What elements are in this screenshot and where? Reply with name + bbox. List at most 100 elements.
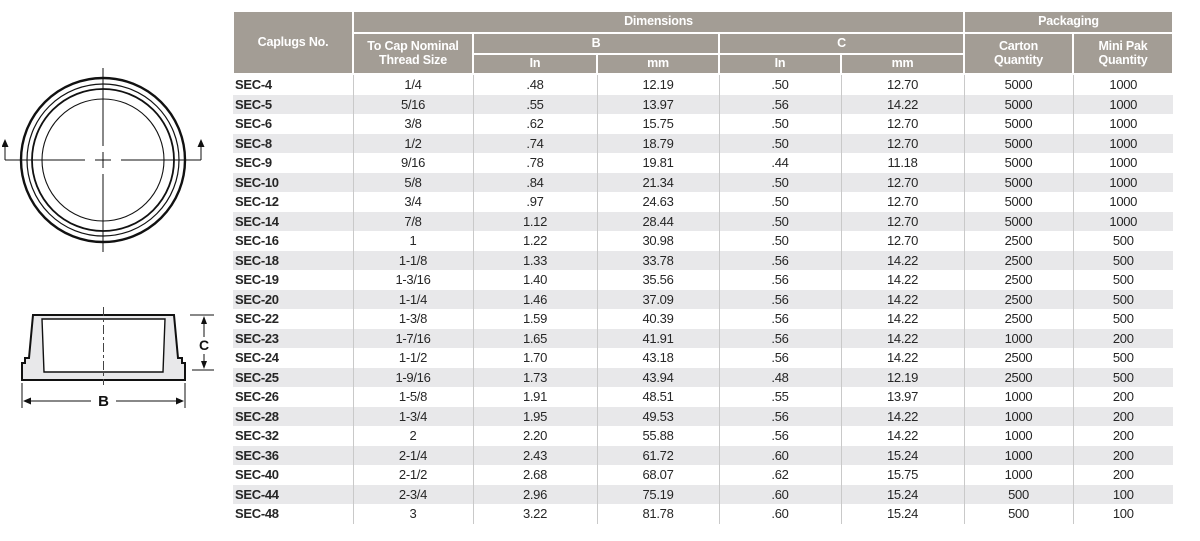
- value-cell: 21.34: [596, 172, 719, 192]
- caplugs-no-cell: SEC-23: [235, 330, 279, 346]
- value-cell: 200: [1072, 328, 1174, 348]
- value-cell: .55: [718, 387, 841, 407]
- value-cell: 13.97: [840, 387, 964, 407]
- value-cell: 15.75: [840, 465, 964, 485]
- table-row: SEC-18 1-1/8 1.33 33.78.56 14.22 2500 500: [233, 250, 1174, 270]
- dimension-b: [21, 383, 186, 408]
- value-cell: 1.40: [472, 270, 597, 290]
- caplugs-no-cell: SEC-14: [235, 213, 279, 229]
- value-cell: 100: [1072, 484, 1174, 504]
- table-body: SEC-4 1/4.48 12.19.50 12.70 5000 1000 SEC-5 5/1…: [233, 74, 1174, 524]
- table-row: SEC-36 2-1/4 2.43 61.72.60 15.24 1000 200: [233, 445, 1174, 465]
- table-row: SEC-26 1-5/8 1.91 48.51.55 13.97 1000 200: [233, 387, 1174, 407]
- value-cell: .84: [472, 172, 597, 192]
- value-cell: 3: [352, 504, 473, 524]
- value-cell: 61.72: [596, 445, 719, 465]
- value-cell: .50: [718, 211, 841, 231]
- value-cell: 15.24: [840, 484, 964, 504]
- table-row: SEC-25 1-9/16 1.73 43.94.48 12.19 2500 500: [233, 367, 1174, 387]
- value-cell: 1.46: [472, 289, 597, 309]
- value-cell: 1.33: [472, 250, 597, 270]
- table-row: SEC-22 1-3/8 1.59 40.39.56 14.22 2500 500: [233, 309, 1174, 329]
- value-cell: 500: [963, 484, 1073, 504]
- value-cell: .56: [718, 289, 841, 309]
- value-cell: .50: [718, 192, 841, 212]
- value-cell: 12.70: [840, 74, 964, 95]
- value-cell: .74: [472, 133, 597, 153]
- caplugs-no-cell: SEC-10: [235, 174, 279, 190]
- value-cell: 2500: [963, 348, 1073, 368]
- value-cell: 14.22: [840, 270, 964, 290]
- dim-c-label: C: [199, 337, 209, 353]
- value-cell: 5000: [963, 172, 1073, 192]
- value-cell: 200: [1072, 387, 1174, 407]
- value-cell: .97: [472, 192, 597, 212]
- value-cell: .60: [718, 445, 841, 465]
- value-cell: .56: [718, 270, 841, 290]
- value-cell: .78: [472, 153, 597, 173]
- value-cell: 2500: [963, 309, 1073, 329]
- value-cell: 1-3/8: [352, 309, 473, 329]
- value-cell: 1000: [963, 426, 1073, 446]
- value-cell: 9/16: [352, 153, 473, 173]
- table-row: SEC-24 1-1/2 1.70 43.18.56 14.22 2500 500: [233, 348, 1174, 368]
- table-row: SEC-14 7/8 1.12 28.44.50 12.70 5000 1000: [233, 211, 1174, 231]
- value-cell: .50: [718, 231, 841, 251]
- value-cell: .50: [718, 114, 841, 134]
- value-cell: 11.18: [840, 153, 964, 173]
- value-cell: 1.91: [472, 387, 597, 407]
- value-cell: 5000: [963, 192, 1073, 212]
- value-cell: 3/8: [352, 114, 473, 134]
- value-cell: 500: [1072, 367, 1174, 387]
- header-thread-size-line1: To Cap Nominal: [367, 39, 459, 53]
- value-cell: .44: [718, 153, 841, 173]
- value-cell: 2500: [963, 250, 1073, 270]
- value-cell: 1000: [1072, 172, 1174, 192]
- value-cell: 1000: [963, 445, 1073, 465]
- value-cell: 49.53: [596, 406, 719, 426]
- value-cell: 500: [963, 504, 1073, 524]
- value-cell: 5/8: [352, 172, 473, 192]
- value-cell: 1000: [963, 387, 1073, 407]
- header-dimensions: Dimensions: [352, 10, 965, 34]
- caplugs-no-cell: SEC-40: [235, 467, 279, 482]
- table-row: SEC-20 1-1/4 1.46 37.09.56 14.22 2500 500: [233, 289, 1174, 309]
- value-cell: 1.70: [472, 348, 597, 368]
- value-cell: 5000: [963, 114, 1073, 134]
- value-cell: 12.19: [840, 367, 964, 387]
- value-cell: 3/4: [352, 192, 473, 212]
- value-cell: 3.22: [472, 504, 597, 524]
- value-cell: 200: [1072, 426, 1174, 446]
- caplugs-no-cell: SEC-28: [235, 408, 279, 424]
- table-row: SEC-5 5/16.55 13.97.56 14.22 5000 1000: [233, 94, 1174, 114]
- value-cell: 1-1/4: [352, 289, 473, 309]
- value-cell: 12.70: [840, 231, 964, 251]
- caplugs-no-cell: SEC-16: [235, 233, 279, 248]
- section-arrow-right: [197, 139, 205, 147]
- value-cell: 15.75: [596, 114, 719, 134]
- value-cell: 1-1/8: [352, 250, 473, 270]
- value-cell: 200: [1072, 465, 1174, 485]
- value-cell: 37.09: [596, 289, 719, 309]
- value-cell: 24.63: [596, 192, 719, 212]
- value-cell: 500: [1072, 309, 1174, 329]
- value-cell: .56: [718, 250, 841, 270]
- value-cell: 14.22: [840, 94, 964, 114]
- value-cell: 500: [1072, 250, 1174, 270]
- value-cell: 18.79: [596, 133, 719, 153]
- header-c-mm: mm: [840, 53, 965, 75]
- dim-c-arrow-down: [201, 361, 207, 369]
- header-carton-line2: Quantity: [993, 52, 1044, 67]
- value-cell: 200: [1072, 445, 1174, 465]
- value-cell: 75.19: [596, 484, 719, 504]
- value-cell: 1/4: [352, 74, 473, 95]
- value-cell: 2-1/4: [352, 445, 473, 465]
- value-cell: 43.94: [596, 367, 719, 387]
- header-thread-size: To Cap Nominal Thread Size: [352, 32, 474, 75]
- value-cell: 2.68: [472, 465, 597, 485]
- value-cell: 500: [1072, 231, 1174, 251]
- value-cell: 1-9/16: [352, 367, 473, 387]
- table-row: SEC-8 1/2.74 18.79.50 12.70 5000 1000: [233, 133, 1174, 153]
- table-header: Caplugs No. Dimensions Packaging To Cap …: [232, 10, 1175, 75]
- value-cell: 5/16: [352, 94, 473, 114]
